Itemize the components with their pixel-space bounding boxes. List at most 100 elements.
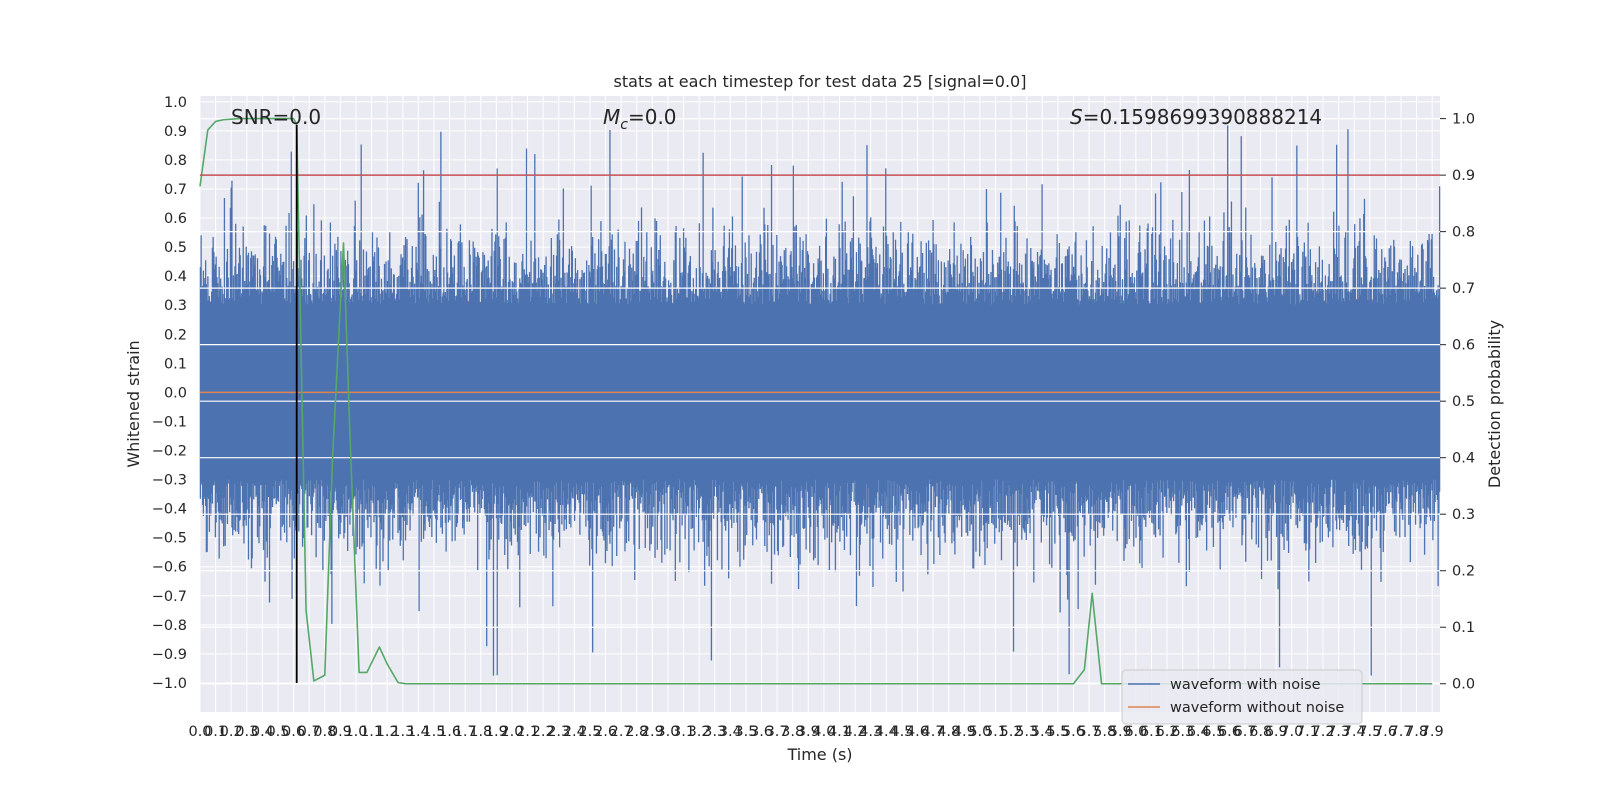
s-statistic-symbol: S <box>1070 105 1083 129</box>
left-y-tick-label: −0.5 <box>152 531 187 547</box>
x-tick-label: 0.3 <box>235 724 258 740</box>
left-y-tick-label: 0.3 <box>164 298 187 314</box>
left-y-tick-label: −0.4 <box>152 502 187 518</box>
left-y-tick-label: 0.1 <box>164 356 187 372</box>
x-tick-label: 5.2 <box>1000 724 1023 740</box>
left-y-tick-label: −0.8 <box>152 618 187 634</box>
right-y-tick-label: 0.7 <box>1452 281 1475 297</box>
y-axis-label-left: Whitened strain <box>124 340 143 467</box>
x-tick-label: 5.4 <box>1031 724 1054 740</box>
x-tick-label: 6.5 <box>1202 724 1225 740</box>
x-tick-label: 4.3 <box>859 724 882 740</box>
left-y-tick-label: −0.2 <box>152 443 187 459</box>
left-y-tick-label: −0.6 <box>152 560 187 576</box>
x-tick-label: 3.9 <box>797 724 820 740</box>
x-tick-label: 2.0 <box>500 724 523 740</box>
chirp-mass-symbol: M <box>603 105 620 129</box>
x-tick-label: 3.7 <box>766 724 789 740</box>
x-tick-label: 2.1 <box>516 724 539 740</box>
x-tick-label: 3.1 <box>672 724 695 740</box>
x-tick-label: 0.9 <box>329 724 352 740</box>
x-tick-label: 7.1 <box>1296 724 1319 740</box>
left-y-tick-label: 0.2 <box>164 327 187 343</box>
legend-label-noise: waveform with noise <box>1170 677 1321 693</box>
x-tick-label: 6.0 <box>1124 724 1147 740</box>
legend: waveform with noise waveform without noi… <box>1121 669 1363 725</box>
x-tick-label: 3.2 <box>688 724 711 740</box>
x-tick-label: 0.4 <box>251 724 274 740</box>
noise-waveform-series <box>199 125 1441 676</box>
s-statistic-annotation: S=0.1598699390888214 <box>1070 105 1322 129</box>
x-tick-label: 7.0 <box>1280 724 1303 740</box>
x-tick-label: 3.4 <box>719 724 742 740</box>
x-tick-label: 4.8 <box>937 724 960 740</box>
x-tick-label: 5.9 <box>1109 724 1132 740</box>
x-tick-label: 3.6 <box>750 724 773 740</box>
left-y-tick-label: 0.9 <box>164 124 187 140</box>
x-tick-label: 6.2 <box>1156 724 1179 740</box>
left-y-tick-label: 0.6 <box>164 211 187 227</box>
x-axis-label: Time (s) <box>786 745 852 764</box>
detection-probability-line <box>199 117 1433 685</box>
x-tick-label: 6.3 <box>1171 724 1194 740</box>
left-y-tick-label: 1.0 <box>164 95 187 111</box>
x-tick-label: 0.6 <box>282 724 305 740</box>
left-y-tick-label: 0.0 <box>164 385 187 401</box>
legend-label-clean: waveform without noise <box>1170 700 1344 716</box>
left-y-tick-label: −0.3 <box>152 473 187 489</box>
x-tick-label: 7.3 <box>1327 724 1350 740</box>
x-tick-label: 4.0 <box>812 724 835 740</box>
left-y-tick-label: −0.7 <box>152 589 187 605</box>
x-tick-label: 0.1 <box>204 724 227 740</box>
y-axis-label-right: Detection probability <box>1485 320 1504 488</box>
x-tick-label: 1.7 <box>454 724 477 740</box>
x-tick-label: 5.6 <box>1062 724 1085 740</box>
x-tick-label: 1.2 <box>376 724 399 740</box>
x-tick-label: 1.0 <box>344 724 367 740</box>
x-tick-label: 2.9 <box>641 724 664 740</box>
x-tick-label: 2.8 <box>625 724 648 740</box>
x-tick-label: 7.8 <box>1405 724 1428 740</box>
x-tick-label: 6.8 <box>1249 724 1272 740</box>
x-tick-labels: 0.00.10.20.30.40.50.60.70.80.91.01.11.21… <box>188 724 1443 740</box>
x-tick-label: 6.7 <box>1234 724 1257 740</box>
x-tick-label: 5.5 <box>1046 724 1069 740</box>
x-tick-label: 0.5 <box>266 724 289 740</box>
left-y-tick-label: −0.1 <box>152 414 187 430</box>
right-y-tick-label: 0.1 <box>1452 620 1475 636</box>
x-tick-label: 7.9 <box>1421 724 1444 740</box>
x-tick-label: 2.2 <box>532 724 555 740</box>
x-tick-label: 2.4 <box>563 724 586 740</box>
x-tick-label: 4.6 <box>906 724 929 740</box>
x-tick-label: 1.6 <box>438 724 461 740</box>
chirp-mass-subscript: c <box>620 117 628 133</box>
legend-box <box>1121 669 1363 725</box>
left-y-tick-label: 0.7 <box>164 182 187 198</box>
x-tick-label: 4.9 <box>953 724 976 740</box>
x-tick-label: 7.5 <box>1358 724 1381 740</box>
x-tick-label: 7.6 <box>1374 724 1397 740</box>
right-y-tick-label: 0.8 <box>1452 225 1475 241</box>
x-tick-label: 1.9 <box>485 724 508 740</box>
x-tick-label: 3.5 <box>734 724 757 740</box>
x-tick-label: 1.1 <box>360 724 383 740</box>
left-y-tick-label: 0.5 <box>164 240 187 256</box>
x-tick-label: 6.1 <box>1140 724 1163 740</box>
x-tick-label: 0.7 <box>298 724 321 740</box>
right-y-tick-label: 0.3 <box>1452 507 1475 523</box>
x-tick-label: 5.8 <box>1093 724 1116 740</box>
right-y-tick-label: 0.5 <box>1452 394 1475 410</box>
x-tick-label: 0.8 <box>313 724 336 740</box>
x-tick-label: 2.6 <box>594 724 617 740</box>
x-tick-label: 5.0 <box>968 724 991 740</box>
series-lines <box>199 117 1440 685</box>
right-y-tick-label: 0.0 <box>1452 677 1475 693</box>
x-tick-label: 0.2 <box>220 724 243 740</box>
x-tick-label: 7.4 <box>1343 724 1366 740</box>
right-y-tick-label: 0.4 <box>1452 451 1475 467</box>
x-tick-label: 5.7 <box>1078 724 1101 740</box>
noise-lower-spikes <box>199 392 1441 676</box>
x-tick-label: 4.7 <box>922 724 945 740</box>
x-tick-label: 7.7 <box>1389 724 1412 740</box>
